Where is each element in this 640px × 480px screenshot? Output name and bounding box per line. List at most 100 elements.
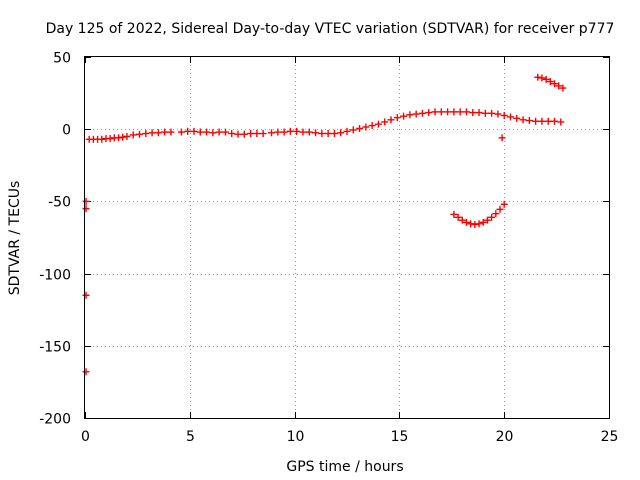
data-point (129, 131, 137, 139)
data-point (412, 110, 420, 118)
data-point (142, 130, 150, 138)
data-point (450, 108, 458, 116)
data-point (209, 129, 217, 137)
data-point (498, 134, 506, 142)
data-point (343, 127, 351, 135)
data-point (462, 218, 470, 226)
data-point (488, 213, 496, 221)
data-point (299, 128, 307, 136)
data-point (190, 127, 198, 135)
data-point (488, 109, 496, 117)
data-point (98, 135, 106, 143)
data-point (454, 213, 462, 221)
data-point (475, 220, 483, 228)
data-point (82, 197, 90, 205)
data-point (534, 73, 542, 81)
data-point (247, 130, 255, 138)
y-tick-label: -150 (39, 340, 71, 356)
data-point (82, 205, 90, 213)
data-point (240, 130, 248, 138)
data-point (431, 108, 439, 116)
data-point (228, 130, 236, 138)
data-point (161, 128, 169, 136)
data-point (362, 123, 370, 131)
data-point (167, 128, 175, 136)
data-point (462, 108, 470, 116)
data-point (494, 110, 502, 118)
y-tick-label: -50 (48, 195, 71, 211)
x-tick-label: 20 (496, 429, 514, 445)
data-point (318, 130, 326, 138)
data-point (196, 128, 204, 136)
data-point (106, 135, 114, 143)
data-point (123, 132, 131, 140)
data-point (551, 117, 559, 125)
y-tick-label: 0 (62, 123, 71, 139)
plot-frame (84, 56, 610, 419)
data-point (330, 130, 338, 138)
data-point (551, 80, 559, 88)
data-point (221, 128, 229, 136)
x-tick-label: 5 (186, 429, 195, 445)
data-point (356, 124, 364, 132)
data-point (268, 129, 276, 137)
data-point (559, 84, 567, 92)
data-point (555, 82, 563, 90)
x-tick-label: 0 (81, 429, 90, 445)
data-point (119, 133, 127, 141)
x-axis-label: GPS time / hours (286, 459, 403, 475)
x-tick-label: 25 (601, 429, 619, 445)
data-point (557, 118, 565, 126)
data-point (425, 109, 433, 117)
data-point (274, 128, 282, 136)
data-point (437, 108, 445, 116)
data-point (532, 117, 540, 125)
data-point (203, 128, 211, 136)
grid (85, 57, 609, 418)
data-point (513, 114, 521, 122)
data-point (234, 130, 242, 138)
data-point (337, 129, 345, 137)
data-point (259, 130, 267, 138)
data-point (324, 130, 332, 138)
data-point (519, 116, 527, 124)
y-axis-label: SDTVAR / TECUs (7, 181, 23, 296)
data-point (148, 129, 156, 137)
data-point (393, 114, 401, 122)
data-point (471, 221, 479, 229)
data-point (506, 113, 514, 121)
x-tick-label: 15 (391, 429, 409, 445)
data-point (135, 130, 143, 138)
data-point (387, 116, 395, 124)
data-point (381, 118, 389, 126)
data-point (400, 112, 408, 120)
data-point (538, 117, 546, 125)
data-point (115, 134, 123, 142)
data-point (349, 126, 357, 134)
data-point (305, 128, 313, 136)
data-point (483, 216, 491, 224)
y-tick-label: 50 (53, 51, 71, 67)
data-point (469, 109, 477, 117)
data-point (82, 291, 90, 299)
x-tick-label: 10 (287, 429, 305, 445)
data-point (479, 218, 487, 226)
data-point (500, 200, 508, 208)
data-point (374, 120, 382, 128)
data-point (492, 210, 500, 218)
data-point (450, 210, 458, 218)
data-point (538, 74, 546, 82)
data-point (82, 368, 90, 376)
data-point (406, 111, 414, 119)
data-point (154, 129, 162, 137)
data-point (467, 220, 475, 228)
data-point (280, 128, 288, 136)
data-point (546, 78, 554, 86)
data-point (496, 205, 504, 213)
data-point (368, 122, 376, 130)
data-point (544, 117, 552, 125)
data-point (458, 216, 466, 224)
data-point (444, 108, 452, 116)
chart-title: Day 125 of 2022, Sidereal Day-to-day VTE… (46, 21, 615, 37)
